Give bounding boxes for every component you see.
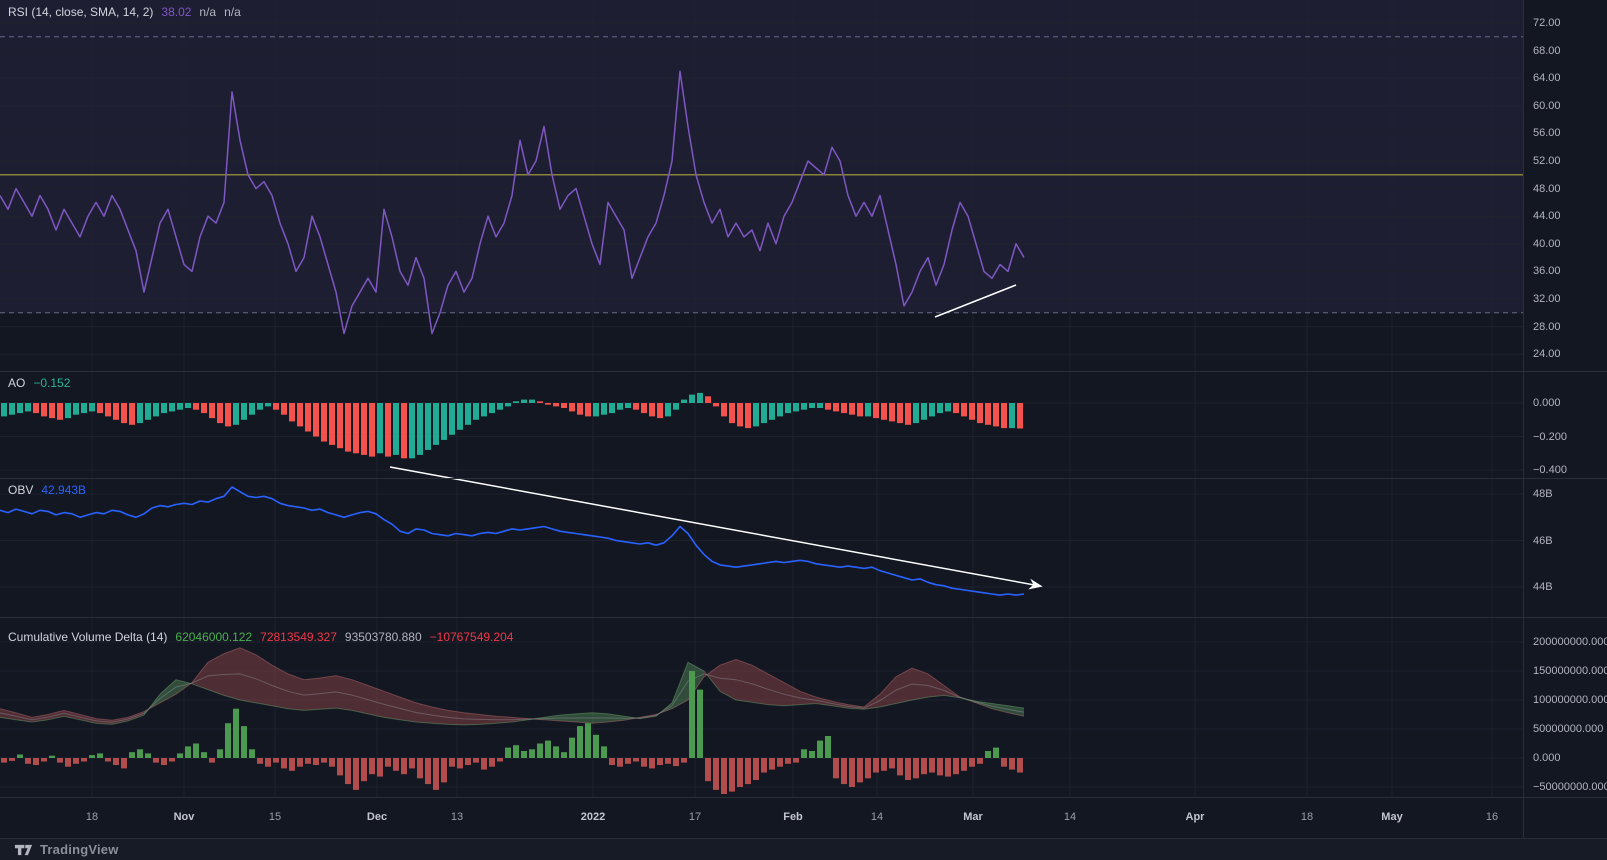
- cvd-axis-label: 0.000: [1533, 752, 1561, 764]
- rsi-band-fill: [0, 0, 1523, 313]
- cvd-pane-title: Cumulative Volume Delta (14): [8, 630, 168, 644]
- cvd-cloud: [0, 647, 1025, 726]
- obv-pane-header[interactable]: OBV 42.943B: [8, 483, 86, 498]
- tradingview-logo[interactable]: TradingView: [14, 842, 119, 857]
- cvd-sell-volume-value: 72813549.327: [260, 630, 337, 644]
- time-axis-label: 2022: [580, 811, 606, 823]
- rsi-axis-label: 40.00: [1533, 237, 1561, 250]
- rsi-pane-na2: n/a: [224, 5, 241, 19]
- ao-axis-label: −0.400: [1533, 464, 1567, 476]
- obv-axis-label: 48B: [1533, 488, 1553, 500]
- cvd-total-volume-value: 93503780.880: [344, 630, 422, 644]
- rsi-series-line: [0, 70, 1025, 335]
- rsi-axis-label: 60.00: [1533, 99, 1561, 112]
- cvd-axis-label: 50000000.000: [1533, 723, 1604, 735]
- price-axis[interactable]: 72.00 68.00 64.00 60.00 56.00 52.00 48.00 44.00…: [1523, 0, 1607, 797]
- ao-axis-label: −0.200: [1533, 430, 1567, 443]
- time-axis-label: 16: [1485, 811, 1499, 823]
- rsi-axis-label: 32.00: [1533, 293, 1561, 305]
- vertical-gridlines: [91, 0, 1493, 797]
- cvd-delta-value: −10767549.204: [429, 630, 514, 644]
- rsi-pane-value: 38.02: [161, 5, 192, 19]
- obv-axis-label: 46B: [1533, 534, 1553, 547]
- rsi-axis-label: 36.00: [1533, 265, 1561, 278]
- time-axis-label: May: [1381, 811, 1403, 823]
- cvd-histogram: [1, 671, 1023, 794]
- time-axis-label: 17: [688, 811, 702, 823]
- rsi-pane-title: RSI (14, close, SMA, 14, 2): [8, 5, 154, 19]
- obv-axis-label: 44B: [1533, 581, 1553, 593]
- rsi-axis-label: 24.00: [1533, 348, 1561, 361]
- time-axis[interactable]: 18 Nov 15 Dec 13 2022 17 Feb 14 Mar 14 Apr 18 May 16: [0, 797, 1523, 838]
- rsi-support-trendline: [934, 284, 1017, 318]
- cvd-axis-label: −50000000.000: [1533, 781, 1607, 793]
- ao-pane-value: −0.152: [33, 376, 71, 390]
- chart-plot-canvas[interactable]: [0, 0, 1607, 838]
- cvd-axis-label: 150000000.000: [1533, 665, 1607, 677]
- ao-pane-header[interactable]: AO −0.152: [8, 376, 70, 391]
- cvd-buy-volume-value: 62046000.122: [175, 630, 253, 644]
- obv-pane-value: 42.943B: [41, 483, 87, 497]
- time-axis-label: 13: [450, 811, 464, 823]
- ao-pane-title: AO: [8, 376, 26, 390]
- time-axis-label: 14: [1063, 811, 1077, 823]
- rsi-axis-label: 48.00: [1533, 182, 1561, 195]
- rsi-axis-label: 52.00: [1533, 155, 1561, 167]
- time-axis-label: 14: [870, 811, 884, 823]
- bottom-toolbar: TradingView: [0, 838, 1607, 860]
- time-axis-label: 18: [85, 811, 99, 823]
- cvd-axis-label: 200000000.000: [1533, 636, 1607, 648]
- obv-downtrend-arrow: [389, 466, 1043, 590]
- cvd-average-line: [0, 673, 1025, 723]
- cvd-axis-label: 100000000.000: [1533, 694, 1607, 706]
- rsi-pane-header[interactable]: RSI (14, close, SMA, 14, 2) 38.02 n/a n/…: [8, 5, 241, 20]
- rsi-axis-label: 72.00: [1533, 17, 1561, 29]
- obv-series-line: [0, 486, 1025, 596]
- rsi-axis-label: 28.00: [1533, 320, 1561, 333]
- time-axis-label: Mar: [963, 811, 983, 823]
- rsi-pane-na1: n/a: [199, 5, 217, 19]
- time-axis-label: 18: [1300, 811, 1314, 823]
- ao-histogram: [1, 392, 1023, 459]
- time-axis-label: Feb: [783, 811, 803, 823]
- ao-axis-label: 0.000: [1533, 397, 1561, 409]
- time-axis-label: Nov: [173, 811, 195, 823]
- rsi-axis-label: 44.00: [1533, 210, 1561, 223]
- horizontal-gridlines: [0, 22, 1523, 788]
- tradingview-brand-text: TradingView: [40, 842, 119, 857]
- time-axis-label: 15: [268, 811, 282, 823]
- obv-pane-title: OBV: [8, 483, 34, 497]
- rsi-axis-label: 64.00: [1533, 72, 1561, 85]
- tradingview-logo-icon: [14, 844, 33, 855]
- time-axis-label: Dec: [366, 811, 388, 823]
- rsi-axis-label: 56.00: [1533, 127, 1561, 140]
- rsi-axis-label: 68.00: [1533, 44, 1561, 57]
- time-axis-label: Apr: [1185, 811, 1205, 823]
- cvd-pane-header[interactable]: Cumulative Volume Delta (14) 62046000.12…: [8, 630, 513, 645]
